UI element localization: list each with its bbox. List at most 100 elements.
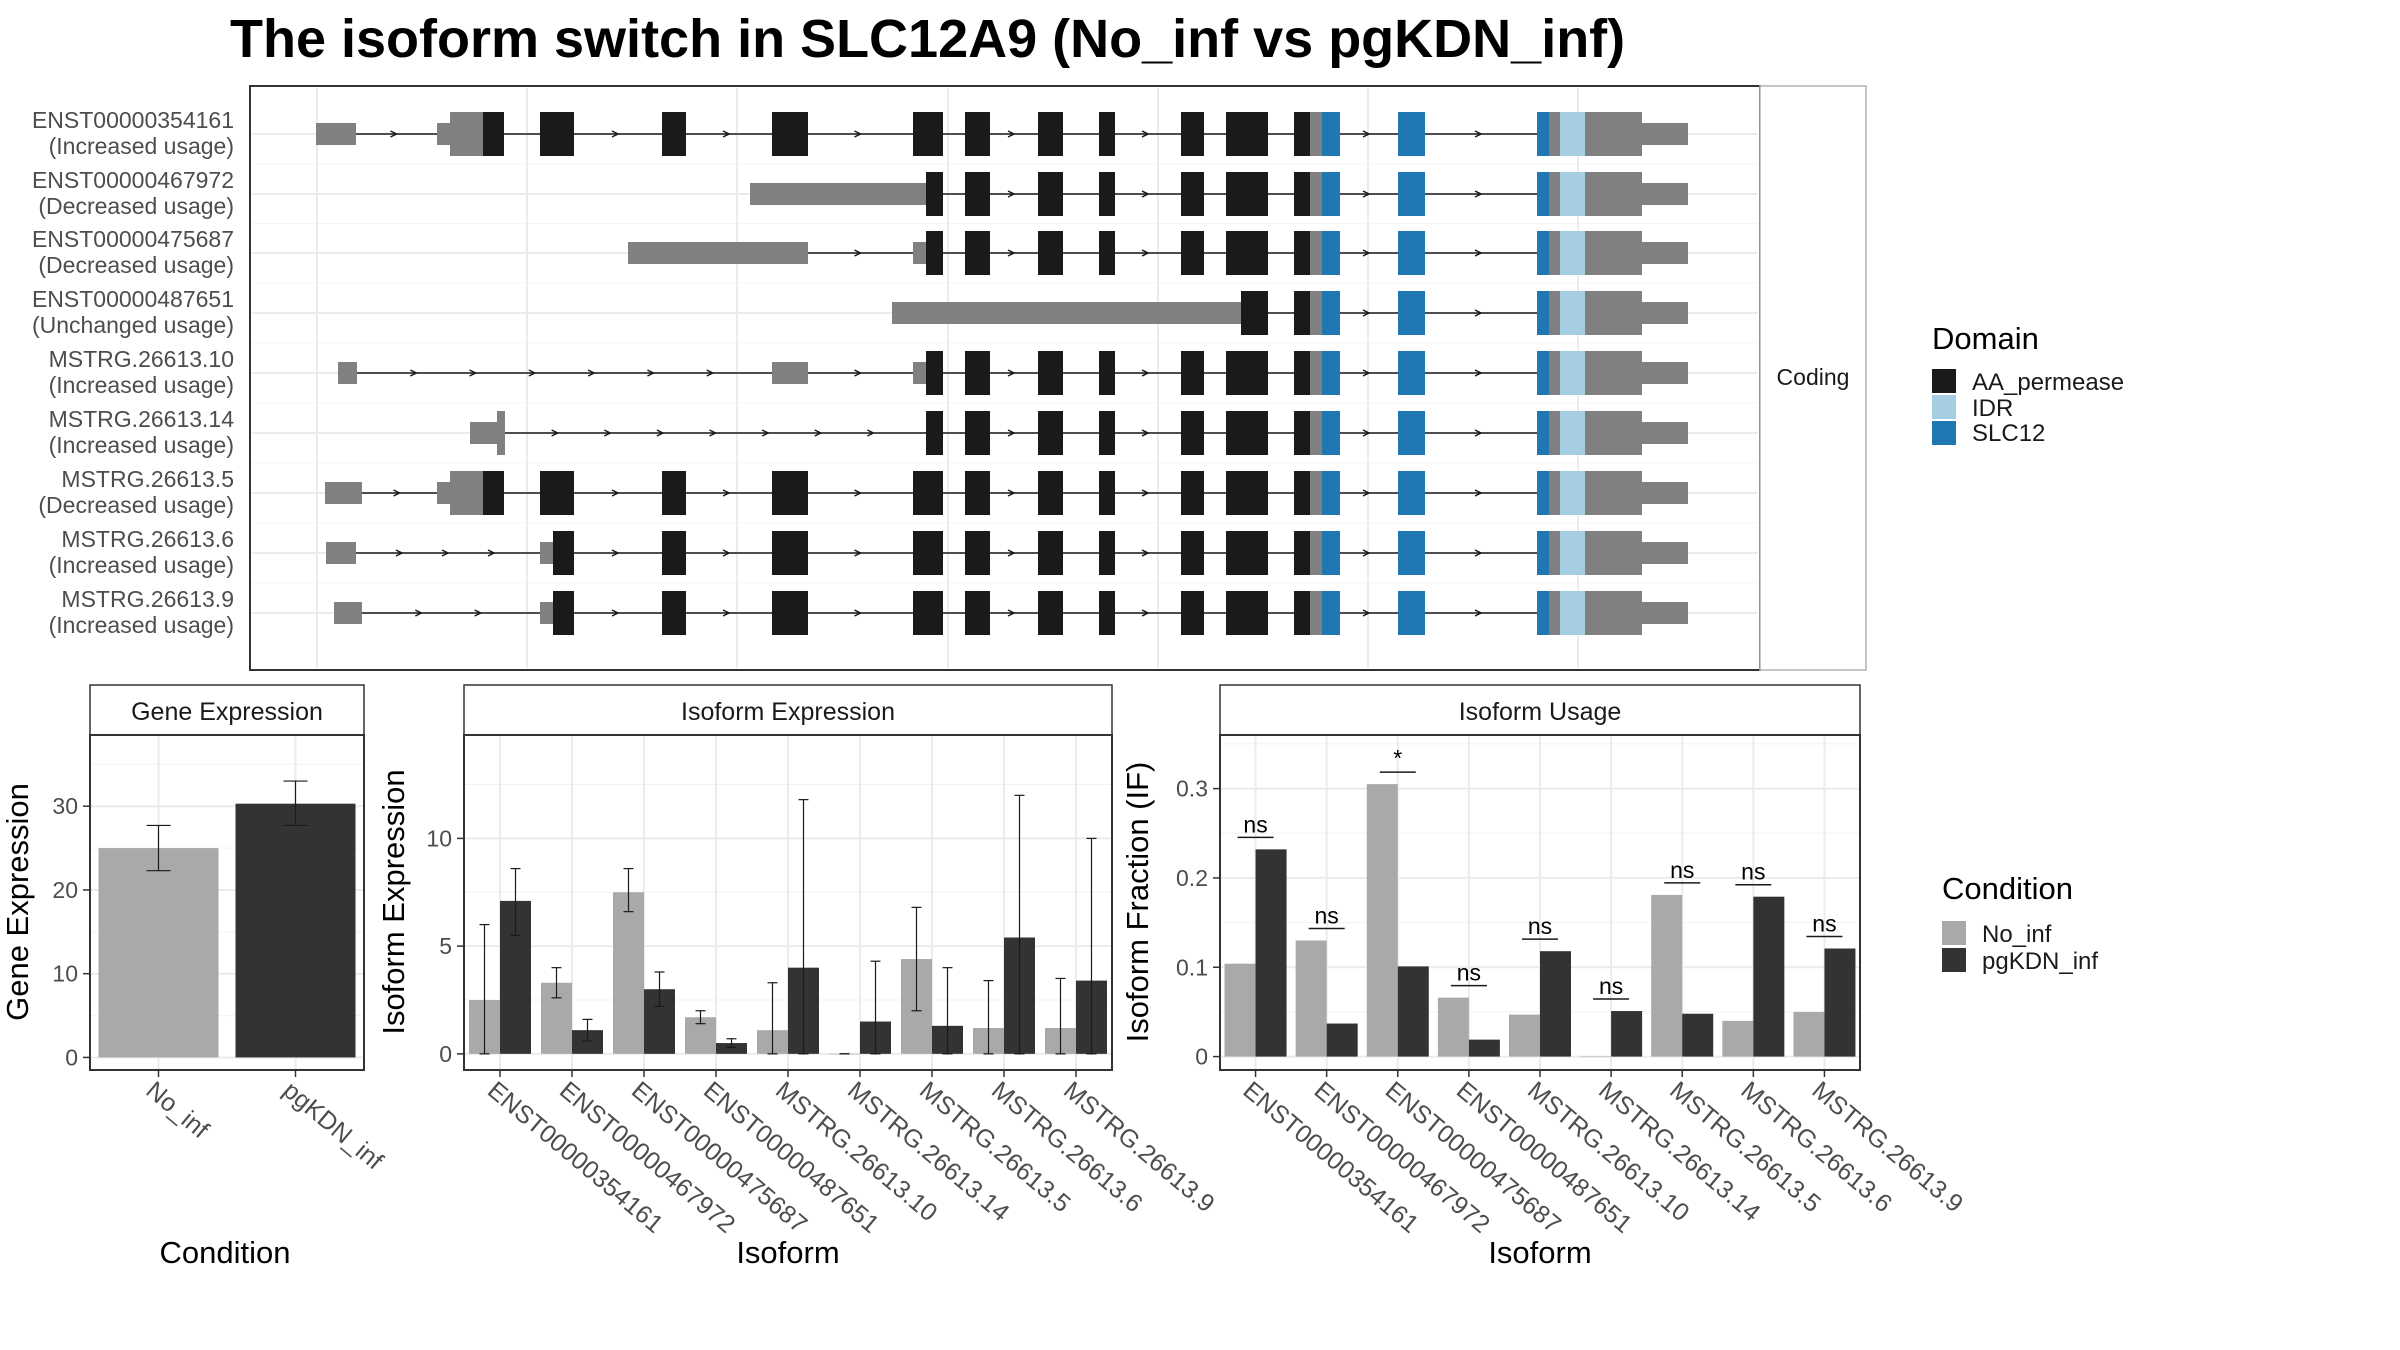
bar-no-inf (1793, 1011, 1825, 1057)
exon-utr (1549, 172, 1560, 216)
isoform-expression-panel: Isoform Expression Isoform Isoform Expre… (376, 684, 1220, 1270)
strand-arrow (854, 369, 863, 377)
strand-arrow (1362, 489, 1371, 497)
transcript-structure-mstrg.26613.6 (326, 531, 1688, 575)
exon-domain-aa-permease (1294, 351, 1310, 395)
exon-domain-slc12 (1322, 591, 1340, 635)
transcript-label-id: MSTRG.26613.10 (49, 346, 234, 372)
exon-utr (628, 242, 808, 264)
strand-arrow (1141, 190, 1150, 198)
exon-domain-aa-permease (1038, 172, 1063, 216)
exon-domain-aa-permease (913, 591, 943, 635)
exon-utr (470, 422, 497, 444)
strand-arrow (1474, 369, 1483, 377)
strand-arrow (587, 369, 596, 377)
exon-domain-aa-permease (662, 471, 686, 515)
exon-utr (1310, 531, 1322, 575)
strand-arrow (1362, 249, 1371, 257)
legend-key-idr (1932, 395, 1956, 419)
exon-domain-aa-permease (1226, 172, 1268, 216)
significance-label: ns (1315, 902, 1339, 928)
exon-utr (325, 482, 362, 504)
strand-arrow (1474, 489, 1483, 497)
exon-domain-aa-permease (1038, 591, 1063, 635)
bar-no-inf (1366, 784, 1398, 1057)
transcript-structure-mstrg.26613.9 (334, 591, 1688, 635)
significance-label: ns (1457, 960, 1481, 986)
exon-domain-aa-permease (926, 411, 943, 455)
y-tick-label: 10 (426, 825, 452, 851)
exon-domain-aa-permease (926, 231, 943, 275)
transcript-label-id: ENST00000487651 (32, 286, 234, 312)
strand-arrow (611, 489, 620, 497)
gene-expression-x-axis-title: Condition (160, 1235, 291, 1270)
exon-domain-slc12 (1398, 411, 1425, 455)
exon-domain-aa-permease (1181, 411, 1204, 455)
strand-arrow (1007, 249, 1016, 257)
exon-domain-aa-permease (1099, 531, 1115, 575)
y-tick-label: 0.2 (1176, 865, 1208, 891)
strand-arrow (1474, 429, 1483, 437)
exon-utr (1310, 351, 1322, 395)
strand-arrow (1362, 609, 1371, 617)
strand-arrow (647, 369, 656, 377)
exon-domain-aa-permease (540, 112, 574, 156)
coding-facet-strip (1759, 85, 1867, 671)
exon-utr (1642, 183, 1688, 205)
strand-arrow (854, 609, 863, 617)
exon-utr (1310, 291, 1322, 335)
bar-pgkdn-inf (1753, 896, 1785, 1057)
bar-no-inf (1437, 997, 1469, 1057)
isoform-usage-panel: Isoform Usage Isoform Isoform Fraction (… (1120, 684, 1968, 1270)
transcript-label-status: (Unchanged usage) (32, 312, 234, 338)
exon-domain-aa-permease (662, 531, 686, 575)
exon-domain-aa-permease (1226, 411, 1268, 455)
isoform-usage-x-axis-title: Isoform (1488, 1235, 1591, 1270)
exon-utr (1585, 231, 1642, 275)
exon-domain-aa-permease (965, 231, 990, 275)
transcript-label-id: MSTRG.26613.14 (49, 406, 235, 432)
exon-utr (1642, 602, 1688, 624)
exon-domain-slc12 (1537, 112, 1549, 156)
exon-domain-aa-permease (913, 471, 943, 515)
exon-domain-aa-permease (772, 591, 808, 635)
strand-arrow (1141, 489, 1150, 497)
exon-domain-aa-permease (913, 112, 943, 156)
exon-domain-aa-permease (926, 351, 943, 395)
legend-key-slc12 (1932, 421, 1956, 445)
coding-facet-label: Coding (1777, 364, 1850, 390)
exon-domain-aa-permease (1226, 231, 1268, 275)
strand-arrow (709, 429, 718, 437)
exon-utr (326, 542, 356, 564)
bar-pgkdn-inf (235, 803, 356, 1058)
transcript-structure-enst00000354161 (316, 112, 1688, 156)
exon-domain-aa-permease (1226, 351, 1268, 395)
exon-domain-slc12 (1398, 291, 1425, 335)
strand-arrow (1007, 190, 1016, 198)
exon-utr (497, 411, 505, 455)
transcript-label-id: ENST00000354161 (32, 107, 234, 133)
exon-utr (1549, 411, 1560, 455)
transcript-label-status: (Increased usage) (49, 552, 234, 578)
exon-domain-aa-permease (1294, 172, 1310, 216)
x-tick-label: pgKDN_inf (278, 1076, 389, 1175)
figure-title: The isoform switch in SLC12A9 (No_inf vs… (230, 9, 1625, 69)
exon-domain-slc12 (1322, 471, 1340, 515)
strand-arrow (1362, 429, 1371, 437)
exon-utr (1585, 172, 1642, 216)
significance-label: ns (1812, 911, 1836, 937)
exon-domain-aa-permease (1294, 591, 1310, 635)
bar-pgkdn-inf (1326, 1023, 1358, 1057)
exon-utr (1549, 112, 1560, 156)
strand-arrow (722, 549, 731, 557)
exon-utr (1585, 112, 1642, 156)
bar-pgkdn-inf (1682, 1013, 1714, 1057)
isoform-usage-strip-label: Isoform Usage (1459, 698, 1622, 726)
y-tick-label: 10 (52, 961, 78, 987)
bar-no-inf (1224, 963, 1256, 1057)
legend-key-pgkdn-inf (1942, 948, 1966, 972)
strand-arrow (1362, 190, 1371, 198)
strand-arrow (603, 429, 612, 437)
transcript-label-id: ENST00000475687 (32, 226, 234, 252)
strand-arrow (551, 429, 560, 437)
